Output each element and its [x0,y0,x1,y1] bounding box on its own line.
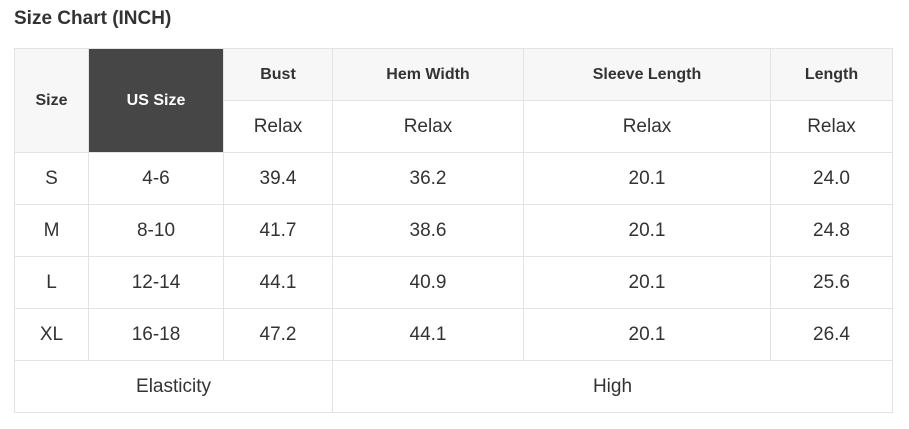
header-hem-width: Hem Width [332,48,524,101]
cell: 4-6 [88,152,224,205]
cell: 24.0 [770,152,893,205]
header-size: Size [14,48,89,153]
cell: 20.1 [523,256,771,309]
header-sleeve-length: Sleeve Length [523,48,771,101]
fit-length: Relax [770,100,893,153]
header-us-size: US Size [88,48,224,153]
cell: 47.2 [223,308,333,361]
cell: 20.1 [523,152,771,205]
cell: 12-14 [88,256,224,309]
cell: L [14,256,89,309]
table-row: XL 16-18 47.2 44.1 20.1 26.4 [14,308,893,361]
cell: 20.1 [523,204,771,257]
size-chart-table: Size US Size Bust Hem Width Sleeve Lengt… [14,48,893,413]
cell: 39.4 [223,152,333,205]
cell: 41.7 [223,204,333,257]
cell: 24.8 [770,204,893,257]
cell: S [14,152,89,205]
cell: M [14,204,89,257]
cell: 38.6 [332,204,524,257]
cell: 26.4 [770,308,893,361]
table-row: M 8-10 41.7 38.6 20.1 24.8 [14,204,893,257]
cell: 44.1 [223,256,333,309]
fit-hem-width: Relax [332,100,524,153]
fit-sleeve-length: Relax [523,100,771,153]
cell: 16-18 [88,308,224,361]
header-bust: Bust [223,48,333,101]
fit-bust: Relax [223,100,333,153]
cell: 20.1 [523,308,771,361]
cell: 44.1 [332,308,524,361]
cell: 40.9 [332,256,524,309]
elasticity-label: Elasticity [14,360,333,413]
page-title: Size Chart (INCH) [14,8,172,29]
cell: 25.6 [770,256,893,309]
header-length: Length [770,48,893,101]
elasticity-row: Elasticity High [14,360,893,413]
table-row: L 12-14 44.1 40.9 20.1 25.6 [14,256,893,309]
elasticity-value: High [332,360,893,413]
cell: 36.2 [332,152,524,205]
table-row: S 4-6 39.4 36.2 20.1 24.0 [14,152,893,205]
cell: XL [14,308,89,361]
cell: 8-10 [88,204,224,257]
